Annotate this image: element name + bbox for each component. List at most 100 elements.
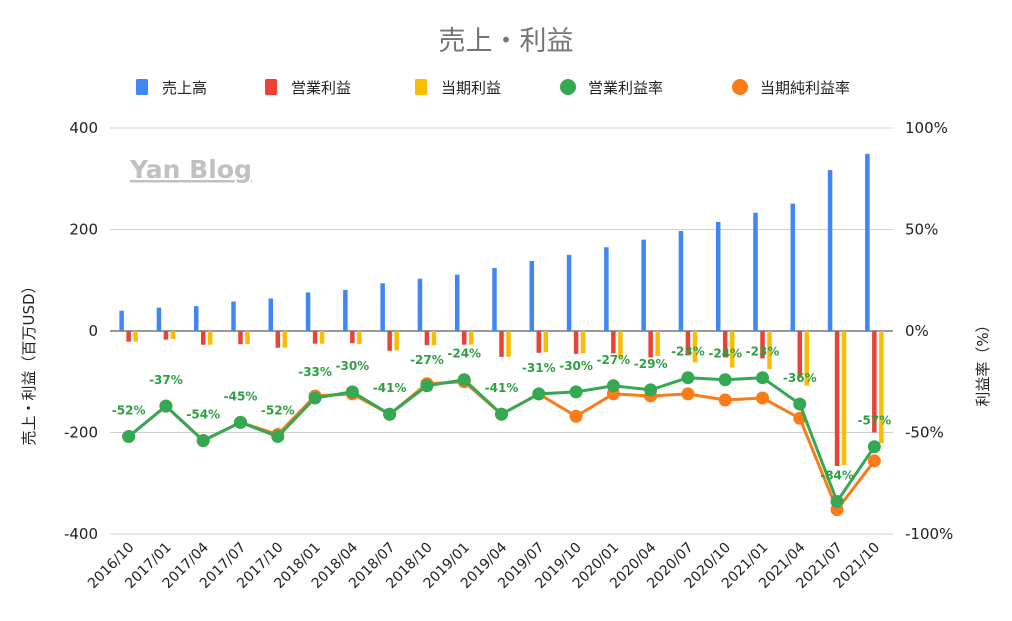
bar	[268, 298, 274, 331]
data-point	[756, 371, 769, 385]
bar	[424, 331, 430, 346]
data-point	[718, 393, 732, 407]
bar	[357, 331, 362, 345]
data-point	[122, 430, 136, 444]
y-left-tick-label: -400	[64, 525, 98, 543]
bar	[834, 331, 840, 466]
data-point	[681, 387, 695, 401]
data-label: -24%	[447, 347, 481, 361]
bar	[827, 170, 833, 331]
bar	[753, 212, 758, 331]
bar	[431, 331, 437, 346]
bar	[618, 331, 623, 358]
bar	[170, 331, 176, 340]
bar	[350, 331, 355, 344]
data-label: -41%	[485, 381, 519, 395]
data-label: -37%	[149, 373, 183, 387]
chart-title: 売上・利益	[439, 26, 574, 57]
bar	[611, 331, 616, 354]
data-point	[606, 379, 620, 393]
data-point	[756, 391, 769, 405]
y-right-tick-label: -100%	[905, 525, 953, 543]
bar	[536, 331, 542, 353]
data-label: -23%	[671, 345, 705, 359]
data-label: -30%	[559, 359, 593, 373]
data-label: -31%	[522, 361, 556, 375]
data-label: -23%	[746, 345, 780, 359]
bar	[200, 331, 206, 345]
bar	[543, 331, 549, 353]
bar	[722, 331, 728, 358]
bar	[529, 260, 535, 331]
y-right-tick-label: 100%	[905, 119, 948, 137]
data-point	[196, 434, 210, 448]
bar	[760, 331, 765, 359]
y-left-tick-label: 400	[69, 119, 98, 137]
data-point	[345, 385, 359, 399]
legend-label: 営業利益率	[588, 79, 663, 97]
y-left-tick-label: -200	[64, 424, 98, 442]
bar	[305, 292, 311, 331]
y-right-tick-label: -50%	[905, 424, 944, 442]
data-point	[271, 430, 285, 444]
data-point	[234, 415, 247, 429]
watermark: Yan Blog	[129, 155, 252, 184]
y-right-tick-label: 50%	[905, 221, 938, 239]
data-point	[495, 407, 508, 421]
legend: 売上高 営業利益 当期利益 営業利益率 当期純利益率	[136, 79, 850, 97]
bar	[238, 331, 243, 345]
data-label: -45%	[224, 389, 258, 403]
bar	[685, 331, 691, 354]
data-label: -84%	[820, 469, 854, 483]
legend-label: 売上高	[162, 79, 207, 97]
bar	[119, 310, 124, 331]
bar	[468, 331, 474, 345]
bar	[380, 283, 385, 331]
data-point	[569, 385, 583, 399]
bar	[387, 331, 392, 351]
lines: -52%-37%-54%-45%-52%-33% -30%-41%-27% -24%…	[112, 345, 892, 517]
data-label: -33%	[298, 365, 332, 379]
data-point	[308, 391, 322, 405]
bar	[282, 331, 288, 348]
bar	[506, 331, 511, 357]
bar	[573, 331, 579, 354]
data-point	[159, 399, 173, 413]
data-point	[867, 440, 881, 454]
data-point	[569, 409, 583, 423]
data-label: -27%	[410, 353, 444, 367]
bar	[790, 203, 796, 331]
data-label: -57%	[858, 414, 892, 428]
data-label: -24%	[708, 347, 742, 361]
data-point	[383, 407, 397, 421]
bar	[231, 301, 236, 331]
data-label: -29%	[634, 357, 668, 371]
data-point	[457, 373, 471, 387]
bar	[275, 331, 281, 348]
legend-swatch	[732, 79, 748, 95]
bar	[804, 331, 810, 386]
bar	[163, 331, 169, 340]
bar	[692, 331, 698, 363]
legend-label: 営業利益	[291, 79, 351, 97]
bar	[454, 274, 460, 331]
data-label: -52%	[112, 404, 146, 418]
bar	[126, 331, 131, 342]
bar	[207, 331, 213, 345]
bar	[879, 331, 884, 444]
bar	[319, 331, 325, 344]
bar	[797, 331, 803, 377]
bar	[312, 331, 318, 344]
legend-label: 当期利益	[441, 79, 501, 97]
data-point	[681, 371, 695, 385]
data-point	[718, 373, 732, 387]
data-label: -36%	[783, 371, 817, 385]
y-right-axis-title: 利益率（%）	[974, 317, 992, 406]
bar	[715, 221, 721, 331]
bar	[193, 306, 199, 331]
data-label: -30%	[336, 359, 370, 373]
bar	[655, 331, 660, 356]
bar	[417, 278, 423, 331]
bar	[566, 254, 572, 331]
